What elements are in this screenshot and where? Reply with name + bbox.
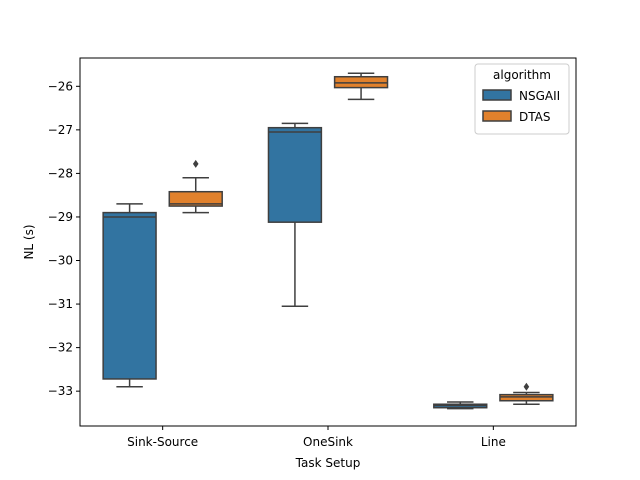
box-dtas-sink-source bbox=[168, 159, 223, 214]
y-tick-label: −33 bbox=[48, 384, 73, 398]
box-iqr bbox=[102, 211, 157, 380]
legend-swatch-nsgaii bbox=[482, 89, 512, 101]
legend-label-nsgaii: NSGAII bbox=[519, 89, 560, 103]
box-iqr bbox=[499, 393, 554, 402]
y-tick-label: −30 bbox=[48, 254, 73, 268]
box-nsgaii-onesink bbox=[267, 122, 323, 307]
legend: algorithm NSGAII DTAS bbox=[474, 63, 570, 135]
y-tick-label: −31 bbox=[48, 297, 73, 311]
x-tick-label: OneSink bbox=[303, 435, 353, 449]
x-axis-title: Task Setup bbox=[295, 456, 361, 470]
outlier-point bbox=[523, 382, 530, 391]
y-axis: −33 −32 −31 −30 −29 −28 −27 −26 bbox=[48, 79, 80, 398]
box-dtas-line bbox=[499, 382, 554, 405]
legend-label-dtas: DTAS bbox=[519, 110, 550, 124]
y-tick-label: −28 bbox=[48, 166, 73, 180]
x-tick-label: Line bbox=[481, 435, 506, 449]
y-tick-label: −26 bbox=[48, 79, 73, 93]
x-axis: Sink-Source OneSink Line bbox=[127, 426, 506, 449]
legend-swatch-dtas bbox=[482, 110, 512, 122]
box-dtas-onesink bbox=[333, 72, 389, 101]
box-nsgaii-line bbox=[433, 401, 488, 410]
outlier-point bbox=[192, 159, 199, 168]
box-nsgaii-sink-source bbox=[102, 203, 157, 388]
y-tick-label: −32 bbox=[48, 341, 73, 355]
x-tick-label: Sink-Source bbox=[127, 435, 198, 449]
y-tick-label: −29 bbox=[48, 210, 73, 224]
box-iqr bbox=[168, 190, 223, 207]
boxes-layer bbox=[102, 72, 554, 410]
box-iqr bbox=[267, 126, 323, 223]
y-tick-label: −27 bbox=[48, 123, 73, 137]
y-axis-title: NL (s) bbox=[22, 224, 36, 259]
legend-title: algorithm bbox=[493, 68, 551, 82]
